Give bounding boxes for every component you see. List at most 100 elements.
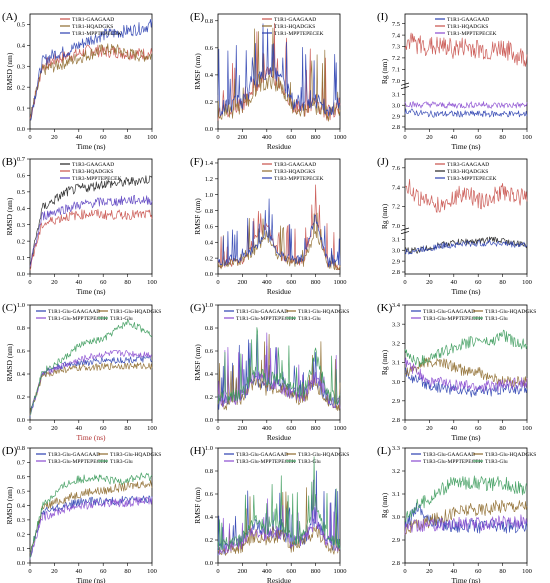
axis-break-mark [400, 82, 410, 86]
series-line-I [404, 101, 528, 109]
panel-E: (E) Residue RMSF (nm) 0 200 400 600 800 1000 0.0 0… [190, 11, 347, 151]
y-tick-label-A: 0.2 [17, 84, 25, 91]
panel-B: (B) Time (ns) RMSD (nm) 0 20 40 60 80 100 0.0 0.1 0… [2, 156, 157, 296]
y-tick-label-D: 0.6 [17, 474, 26, 481]
x-axis-title-H: Residue [267, 576, 292, 583]
y-tick-label-J: 3.1 [392, 237, 400, 244]
series-line-J [404, 239, 528, 255]
panel-label-K: (K) [377, 302, 393, 314]
x-axis-title-K: Time (ns) [451, 433, 481, 442]
legend-label-L: T1R3-Glu-HQADGKS [485, 452, 536, 458]
panel-label-I: (I) [377, 11, 388, 23]
series-line-H [217, 479, 340, 555]
x-tick-label-L: 80 [499, 568, 506, 575]
series-line-L [404, 514, 528, 535]
legend-label-D: T1R3-Glu-GAAGAAD [48, 452, 100, 458]
y-axis-title-L: Rg (nm) [380, 492, 389, 518]
series-line-J [404, 178, 528, 213]
x-tick-label-E: 400 [262, 134, 272, 141]
y-tick-label-F: 0.2 [205, 255, 213, 262]
legend-label-L: T1R3-Glu [485, 459, 508, 465]
y-tick-label-D: 0.3 [17, 517, 25, 524]
x-tick-label-H: 600 [286, 568, 296, 575]
x-tick-label-L: 100 [522, 568, 532, 575]
x-tick-label-F: 800 [311, 279, 321, 286]
x-tick-label-F: 200 [238, 279, 248, 286]
plot-frame-J [404, 158, 528, 275]
y-tick-label-J: 3.0 [392, 247, 400, 254]
x-tick-label-E: 800 [311, 134, 321, 141]
legend-label-C: T1R1-Glu [110, 316, 133, 322]
x-tick-label-I: 60 [475, 134, 482, 141]
panel-label-G: (G) [190, 302, 206, 314]
y-axis-title-H: RMSF (nm) [193, 487, 202, 524]
x-tick-label-A: 40 [76, 134, 83, 141]
panel-label-B: (B) [2, 156, 17, 168]
series-line-D [29, 480, 153, 557]
plot-frame-C [29, 304, 153, 421]
legend-label-C: T1R1-Glu-MPPTEPECEK [48, 316, 108, 322]
y-tick-label-B: 0.6 [17, 173, 26, 180]
x-tick-label-H: 200 [238, 568, 248, 575]
y-tick-label-I: 2.8 [392, 124, 400, 131]
series-line-E [217, 23, 341, 117]
y-tick-label-F: 0.6 [205, 224, 214, 231]
x-axis-title-D: Time (ns) [76, 576, 106, 583]
legend-label-F: T1R3-GAAGAAD [274, 162, 316, 168]
y-tick-label-A: 0.5 [17, 22, 25, 29]
series-line-D [29, 496, 153, 560]
x-tick-label-C: 0 [28, 425, 31, 432]
y-tick-label-F: 0.8 [205, 208, 213, 215]
legend-label-K: T1R1-Glu-GAAGAAD [423, 309, 475, 315]
y-tick-label-C: 0.6 [17, 348, 26, 355]
y-tick-label-G: 0.6 [205, 348, 214, 355]
series-line-C [29, 319, 153, 415]
x-tick-label-B: 60 [100, 279, 107, 286]
legend-label-H: T1R3-Glu-GAAGAAD [236, 452, 288, 458]
x-tick-label-C: 80 [124, 425, 131, 432]
x-tick-label-H: 0 [216, 568, 219, 575]
y-tick-label-I: 2.9 [392, 113, 400, 120]
x-axis-title-A: Time (ns) [76, 142, 106, 151]
y-tick-label-A: 0.4 [17, 43, 26, 50]
x-tick-label-E: 600 [286, 134, 296, 141]
legend-label-E: T1R1-GAAGAAD [274, 17, 316, 23]
panel-label-H: (H) [190, 445, 206, 457]
panel-C: (C) Time (ns) RMSD (nm) 0 20 40 60 80 100 0.0 0.2 0… [2, 302, 161, 442]
legend-label-A: T1R1-GAAGAAD [72, 17, 114, 23]
y-tick-label-B: 0.7 [17, 156, 26, 163]
x-tick-label-G: 200 [238, 425, 248, 432]
legend-label-C: T1R1-Glu-GAAGAAD [48, 309, 100, 315]
y-tick-label-I: 7.4 [392, 32, 401, 39]
y-tick-label-H: 1.0 [205, 445, 213, 452]
x-tick-label-E: 1000 [334, 134, 347, 141]
x-axis-title-E: Residue [267, 142, 292, 151]
legend-label-B: T1R3-GAAGAAD [72, 162, 114, 168]
x-axis-title-G: Residue [267, 433, 292, 442]
x-tick-label-C: 20 [51, 425, 58, 432]
legend-label-G: T1R1-Glu-GAAGAAD [236, 309, 288, 315]
y-axis-title-F: RMSF (nm) [193, 198, 202, 235]
x-tick-label-B: 100 [147, 279, 157, 286]
y-tick-label-L: 3.0 [392, 514, 400, 521]
x-tick-label-B: 20 [51, 279, 58, 286]
y-tick-label-B: 0.2 [17, 238, 25, 245]
x-tick-label-K: 60 [475, 425, 482, 432]
axis-break-mark [400, 86, 410, 90]
y-tick-label-C: 0.0 [17, 417, 25, 424]
y-tick-label-C: 0.4 [17, 371, 26, 378]
x-tick-label-D: 80 [124, 568, 131, 575]
y-tick-label-E: 0.4 [205, 72, 214, 79]
x-tick-label-I: 20 [426, 134, 433, 141]
x-tick-label-J: 60 [475, 279, 482, 286]
x-tick-label-K: 20 [426, 425, 433, 432]
x-tick-label-L: 20 [426, 568, 433, 575]
y-tick-label-I: 7.3 [392, 44, 400, 51]
legend-label-F: T1R3-MPPTEPECEK [274, 176, 324, 182]
y-tick-label-H: 0.6 [205, 491, 214, 498]
series-line-C [29, 355, 153, 418]
y-tick-label-H: 0.2 [205, 537, 213, 544]
x-tick-label-A: 80 [124, 134, 131, 141]
legend-label-G: T1R1-Glu-MPPTEPECEK [236, 316, 296, 322]
x-axis-title-C: Time (ns) [76, 433, 106, 442]
